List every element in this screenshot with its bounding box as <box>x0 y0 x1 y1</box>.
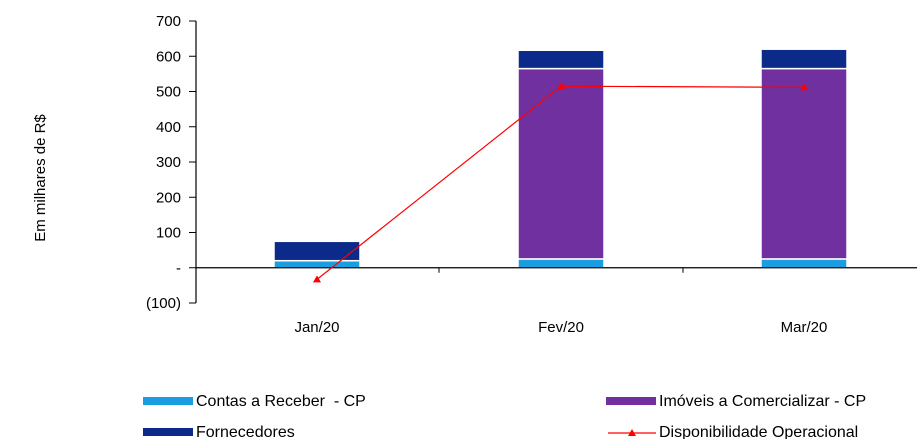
y-axis-label: Em milhares de R$ <box>32 114 49 242</box>
x-tick-label: Fev/20 <box>538 319 584 336</box>
legend-swatch-contas-a-receber <box>143 397 193 405</box>
legend-label-imoveis: Imóveis a Comercializar - CP <box>659 393 866 410</box>
bar-segment <box>760 67 848 260</box>
bar-segment <box>517 258 605 269</box>
y-tick-label: 200 <box>156 189 181 206</box>
legend: Contas a Receber - CP Fornecedores Imóve… <box>143 393 866 439</box>
bar-segment <box>273 259 361 269</box>
y-tick-label: 700 <box>156 13 181 30</box>
y-tick-label: 400 <box>156 119 181 136</box>
y-tick-label: 500 <box>156 84 181 101</box>
series-point <box>313 275 321 283</box>
series-point <box>800 83 808 91</box>
y-tick-label: 600 <box>156 48 181 65</box>
line-series <box>313 82 808 283</box>
legend-marker-disponibilidade <box>628 429 636 436</box>
bar-segment <box>273 240 361 262</box>
x-tick-label: Mar/20 <box>781 319 828 336</box>
bars <box>273 48 848 269</box>
bar-segment <box>517 49 605 70</box>
x-ticks: Jan/20 Fev/20 Mar/20 <box>294 319 827 336</box>
legend-label-fornecedores: Fornecedores <box>196 424 295 439</box>
axes <box>195 21 917 303</box>
y-tick-label: 300 <box>156 154 181 171</box>
x-tick-label: Jan/20 <box>294 319 339 336</box>
bar-segment <box>517 67 605 260</box>
y-tick-label: 100 <box>156 225 181 242</box>
bar-segment <box>760 48 848 70</box>
legend-swatch-fornecedores <box>143 428 193 436</box>
y-ticks: 700 600 500 400 300 200 100 - (100) <box>146 13 196 312</box>
legend-label-contas-a-receber: Contas a Receber - CP <box>196 393 366 410</box>
bar-segment <box>760 258 848 269</box>
legend-swatch-imoveis <box>606 397 656 405</box>
legend-label-disponibilidade: Disponibilidade Operacional <box>659 424 858 439</box>
y-tick-label: - <box>176 260 181 277</box>
series-point <box>557 82 565 90</box>
y-tick-label: (100) <box>146 295 181 312</box>
